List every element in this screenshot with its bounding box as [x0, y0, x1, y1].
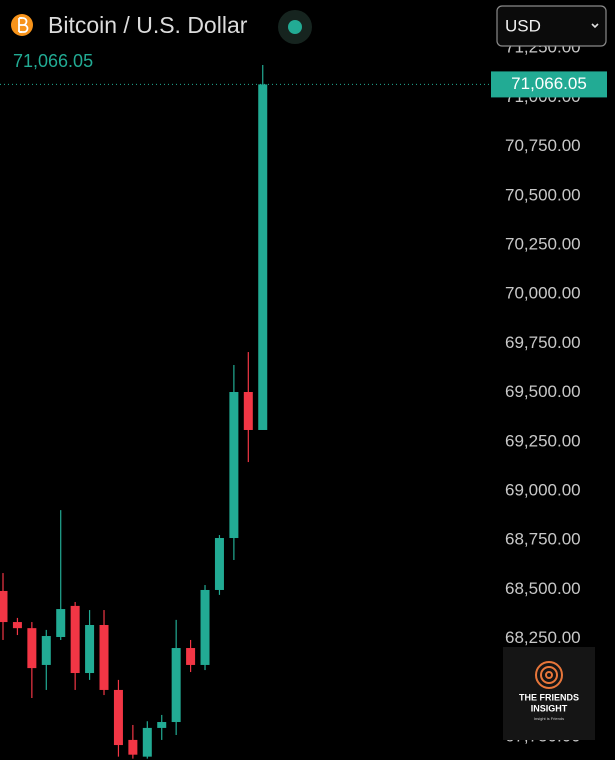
y-tick-label: 68,250.00 — [505, 628, 581, 647]
candle-body — [12, 622, 22, 629]
y-tick-label: 68,750.00 — [505, 530, 581, 549]
y-tick-label: 69,500.00 — [505, 382, 581, 401]
logo-ring — [535, 661, 563, 689]
coin-glyph — [18, 17, 29, 33]
select-box[interactable] — [496, 5, 607, 47]
y-tick-label: 69,750.00 — [505, 333, 581, 352]
logo-ring — [545, 671, 553, 679]
candle-body — [142, 727, 152, 757]
candle-body — [171, 648, 181, 723]
candle-body — [214, 538, 224, 590]
candle-body — [157, 722, 167, 728]
price-tag — [491, 71, 607, 98]
watermark-line: INSIGHT — [531, 703, 568, 713]
chart-title: Bitcoin / U.S. Dollar — [48, 12, 248, 38]
current-price: 71,066.05 — [13, 51, 93, 71]
price-tag-label: 71,066.05 — [511, 74, 587, 93]
candle-body — [113, 689, 123, 746]
candle-body — [85, 625, 95, 674]
candles — [0, 64, 268, 759]
y-tick-label: 69,000.00 — [505, 480, 581, 499]
candle-body — [27, 628, 37, 669]
candle-body — [128, 739, 138, 755]
candle-body — [258, 84, 268, 430]
y-tick-label: 70,750.00 — [505, 136, 581, 155]
watermark-tagline: Insight is Friends — [534, 716, 564, 721]
currency-select[interactable]: USD — [496, 5, 607, 47]
price-line-group: 71,066.05 — [0, 71, 607, 98]
chevron[interactable] — [591, 23, 599, 29]
candle-body — [41, 636, 51, 665]
status-dot — [288, 20, 302, 34]
logo-ring — [540, 666, 558, 684]
candle-body — [229, 392, 239, 539]
candle-body — [0, 590, 8, 623]
header: Bitcoin / U.S. Dollar 71,066.05 — [11, 10, 312, 71]
candle-body — [186, 648, 196, 665]
y-tick-label: 70,250.00 — [505, 234, 581, 253]
y-tick-label: 70,500.00 — [505, 185, 581, 204]
y-tick-label: 68,500.00 — [505, 579, 581, 598]
watermark-line: THE FRIENDS — [519, 692, 579, 702]
watermark: THE FRIENDS INSIGHT Insight is Friends — [503, 647, 595, 740]
y-tick-label: 70,000.00 — [505, 284, 581, 303]
y-tick-label: 69,250.00 — [505, 431, 581, 450]
candle-body — [56, 609, 66, 638]
candle-body — [243, 392, 253, 430]
candle-body — [70, 605, 80, 674]
currency-label[interactable]: USD — [505, 16, 541, 35]
y-axis: 67,750.0068,000.0068,250.0068,500.0068,7… — [495, 38, 581, 745]
candle-body — [200, 589, 210, 665]
candle-body — [99, 625, 109, 690]
